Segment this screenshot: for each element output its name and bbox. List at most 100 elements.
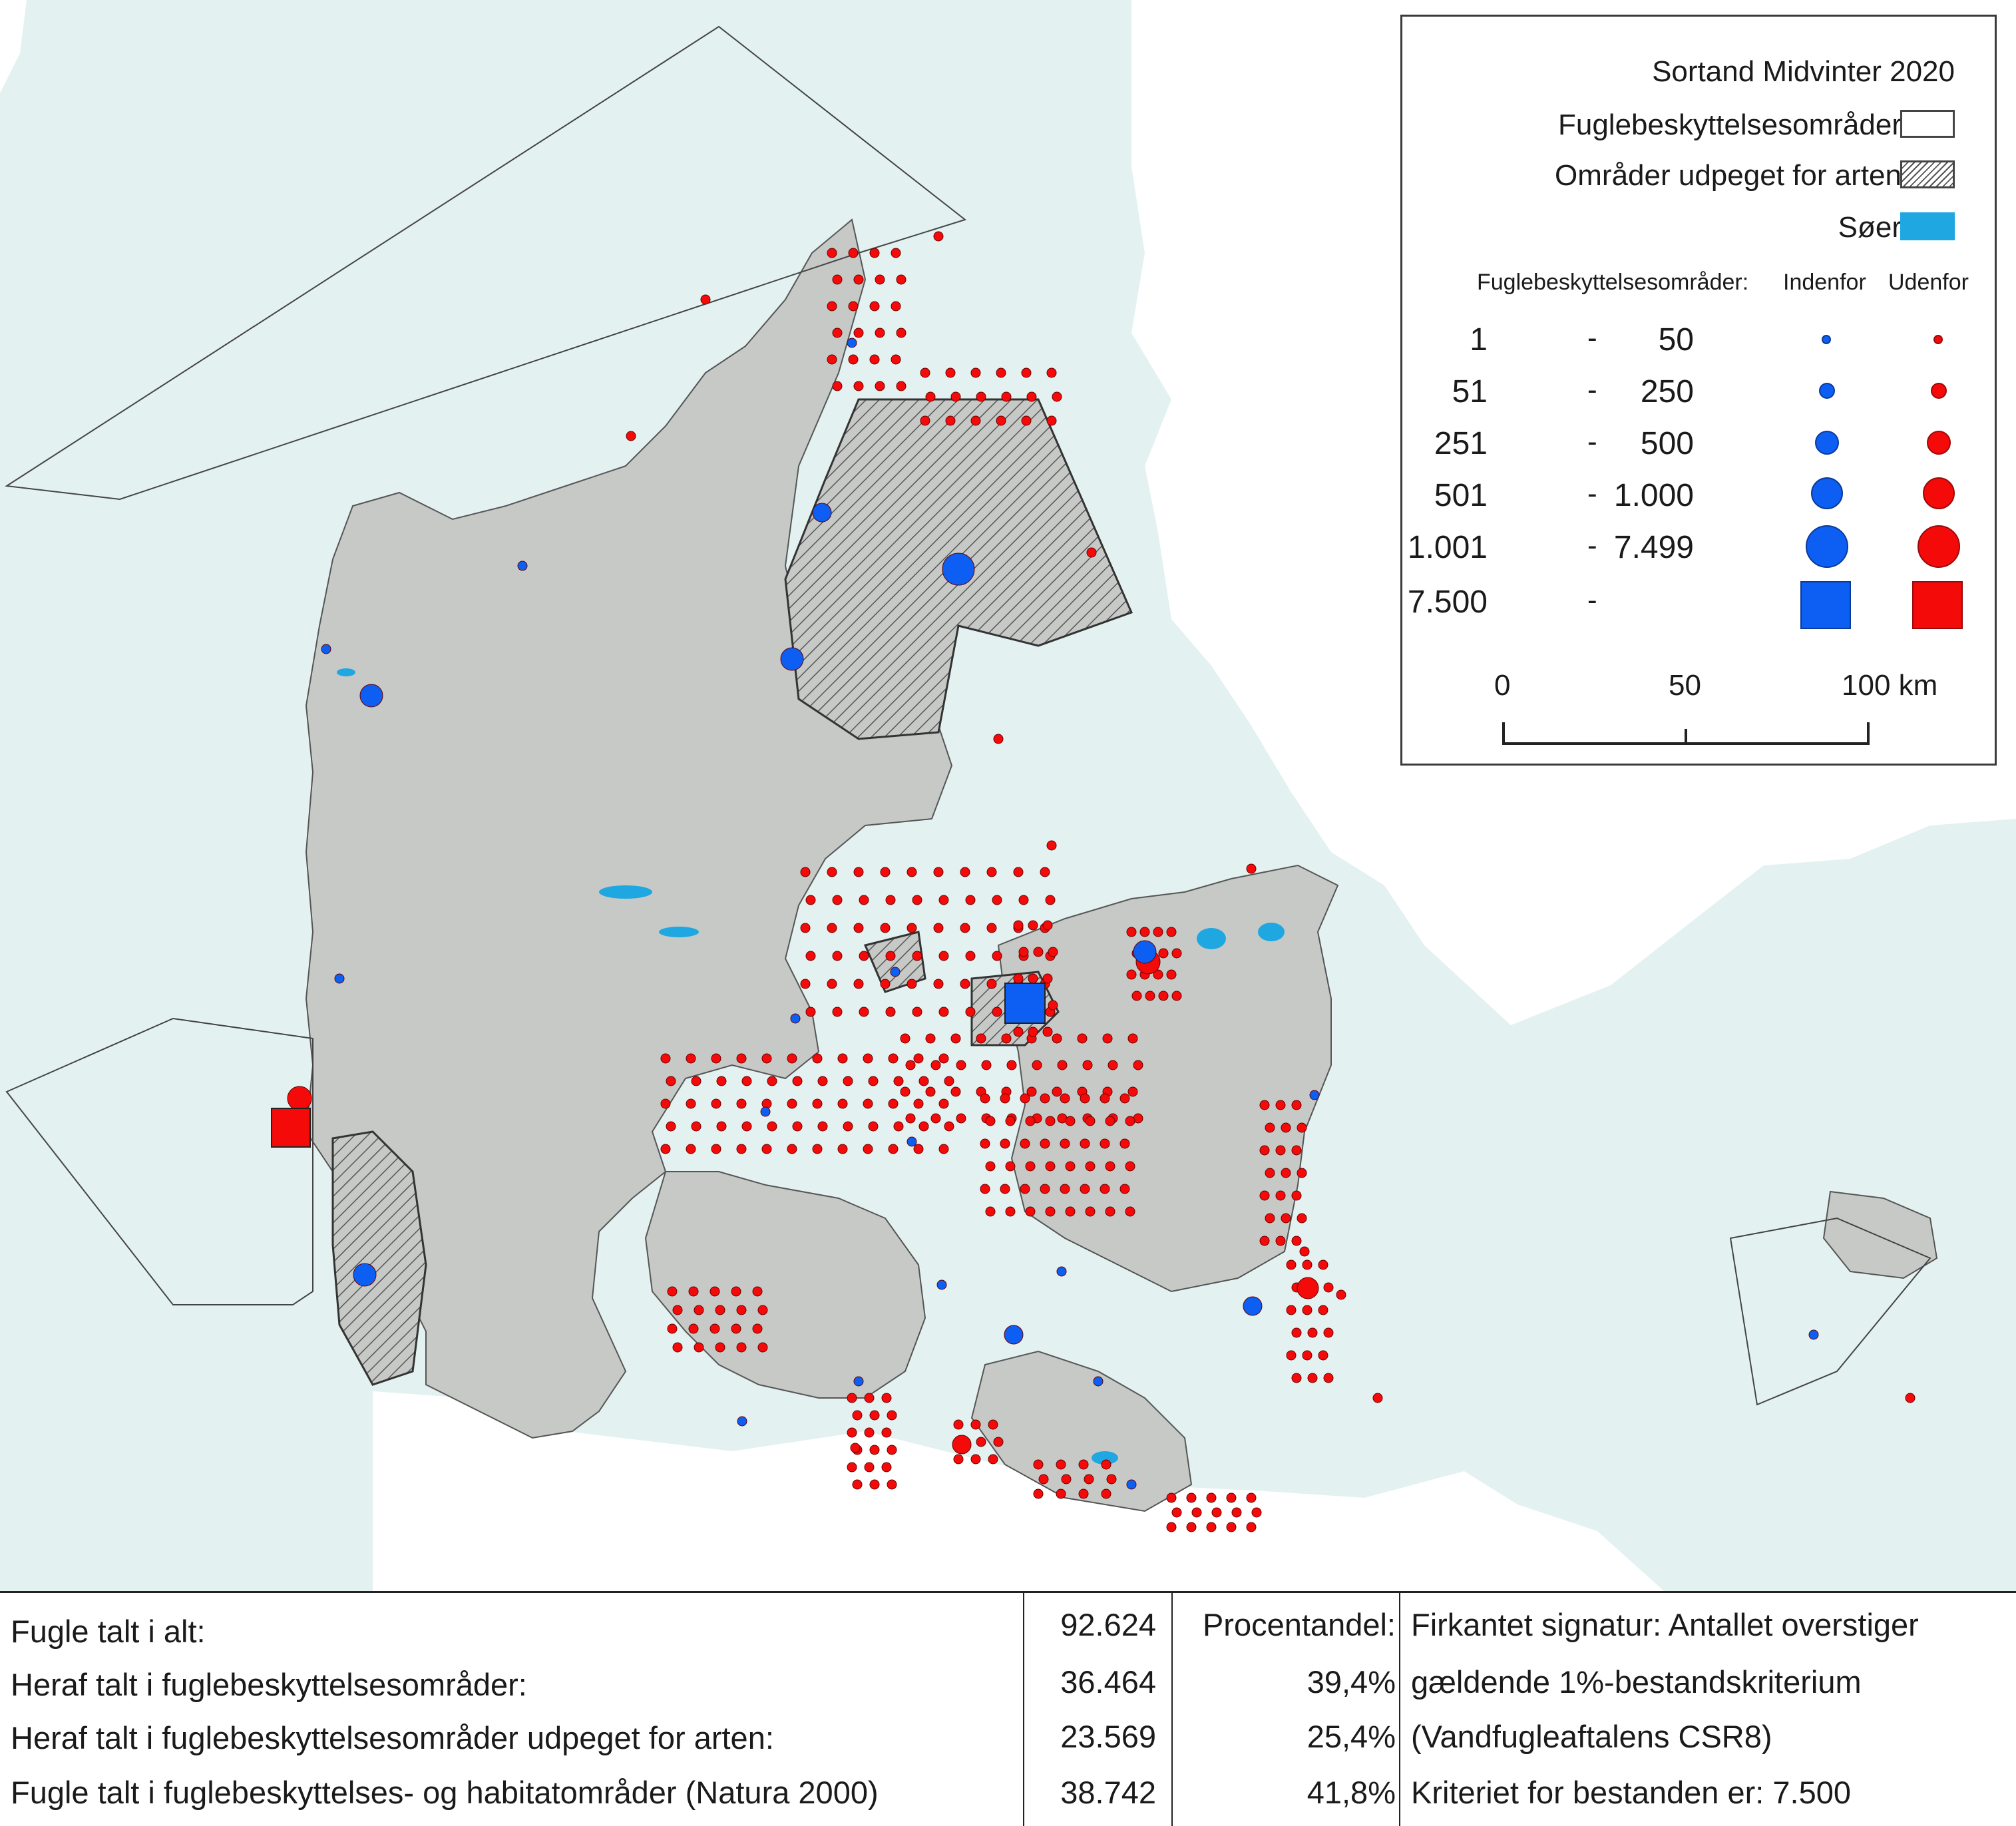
outside-size-1-symbol <box>1933 335 1943 344</box>
outside-observation-point <box>992 951 1002 961</box>
inside-observation-point <box>790 1013 801 1024</box>
outside-observation-point <box>843 1121 853 1132</box>
outside-observation-point <box>672 1305 683 1315</box>
inside-observation-point <box>334 973 345 984</box>
outside-observation-point <box>1171 991 1182 1001</box>
outside-observation-point <box>1042 1027 1053 1037</box>
outside-observation-point <box>1080 1093 1090 1104</box>
outside-observation-point <box>1100 1184 1110 1194</box>
outside-observation-point <box>805 895 816 905</box>
outside-observation-point <box>812 1053 823 1064</box>
outside-observation-point <box>864 1393 875 1403</box>
outside-observation-point <box>667 1286 678 1297</box>
inside-observation-point <box>890 967 901 977</box>
outside-observation-point <box>1265 1168 1275 1178</box>
class-5-from: 1.001 <box>1407 530 1488 565</box>
outside-observation-point <box>1153 927 1163 937</box>
outside-observation-point <box>1060 1093 1070 1104</box>
outside-observation-point <box>787 1144 797 1154</box>
outside-observation-point <box>1158 991 1169 1001</box>
outside-observation-point <box>888 1098 899 1109</box>
outside-observation-point <box>887 1410 897 1421</box>
outside-observation-point <box>1291 1100 1302 1110</box>
lake <box>1258 923 1285 941</box>
scale-bar <box>1502 722 1870 745</box>
outside-observation-point <box>905 1060 916 1070</box>
outside-observation-point <box>1166 969 1177 980</box>
outside-observation-point <box>918 1076 929 1086</box>
outside-observation-point <box>853 381 864 391</box>
outside-observation-point <box>1101 1459 1111 1470</box>
outside-observation-point <box>827 979 837 989</box>
outside-observation-point <box>980 1093 990 1104</box>
outside-observation-point <box>1259 1100 1270 1110</box>
outside-observation-point <box>1297 1277 1319 1299</box>
outside-observation-point <box>1186 1522 1197 1532</box>
outside-observation-point <box>868 1076 879 1086</box>
lake <box>1197 928 1226 949</box>
outside-observation-point <box>896 328 907 338</box>
outside-observation-point <box>965 1007 976 1017</box>
outside-observation-point <box>1021 367 1032 378</box>
outside-observation-point <box>956 1113 966 1124</box>
outside-observation-point <box>868 1121 879 1132</box>
outside-observation-point <box>993 734 1004 744</box>
note-line-4: Kriteriet for bestanden er: 7.500 <box>1411 1775 1852 1810</box>
outside-observation-point <box>757 1305 768 1315</box>
outside-observation-point <box>1001 1033 1012 1044</box>
outside-observation-point <box>1206 1522 1217 1532</box>
outside-observation-point <box>933 867 944 877</box>
outside-observation-point <box>1006 1060 1017 1070</box>
outside-observation-point <box>965 895 976 905</box>
outside-observation-point <box>1026 391 1037 402</box>
inside-size-3-symbol <box>1815 431 1839 455</box>
outside-observation-point <box>1078 1459 1089 1470</box>
outside-observation-point <box>1032 1060 1042 1070</box>
outside-observation-point <box>1065 1161 1076 1172</box>
outside-observation-point <box>960 979 970 989</box>
outside-observation-point <box>853 274 864 285</box>
outside-observation-point <box>711 1098 721 1109</box>
outside-observation-point <box>1086 547 1097 558</box>
outside-observation-point <box>887 1479 897 1490</box>
outside-observation-point <box>885 951 896 961</box>
outside-observation-point <box>1040 867 1050 877</box>
outside-observation-point <box>691 1121 702 1132</box>
outside-observation-point <box>1119 1184 1130 1194</box>
outside-observation-point <box>757 1342 768 1353</box>
outside-observation-point <box>1131 991 1142 1001</box>
outside-observation-point <box>970 1419 981 1430</box>
outside-observation-point <box>1291 1373 1302 1383</box>
outside-observation-point <box>660 1098 671 1109</box>
outside-observation-point <box>891 301 901 312</box>
outside-observation-point <box>1052 1033 1062 1044</box>
outside-observation-point <box>992 895 1002 905</box>
map[interactable]: Sortand Midvinter 2020 Fuglebeskyttelses… <box>0 0 2016 1591</box>
outside-observation-point <box>1291 1327 1302 1338</box>
outside-observation-point <box>1018 895 1029 905</box>
outside-observation-point <box>1231 1507 1242 1518</box>
inside-observation-point <box>780 647 804 671</box>
outside-observation-point <box>1005 1116 1016 1126</box>
outside-observation-point <box>1106 1474 1117 1484</box>
outside-observation-point <box>1033 1459 1044 1470</box>
outside-observation-point <box>913 1053 924 1064</box>
outside-size-5-symbol <box>1917 525 1960 568</box>
outside-observation-point <box>666 1076 676 1086</box>
outside-observation-point <box>891 248 901 258</box>
outside-observation-point <box>761 1144 772 1154</box>
outside-observation-point <box>1040 1138 1050 1149</box>
outside-observation-point <box>1126 969 1137 980</box>
outside-observation-point <box>853 328 864 338</box>
outside-observation-point <box>1013 1027 1024 1037</box>
inside-observation-point <box>517 561 528 571</box>
inside-observation-point <box>353 1263 377 1287</box>
outside-observation-point <box>1102 1033 1113 1044</box>
class-2-to: 250 <box>1640 374 1694 409</box>
outside-observation-point <box>907 979 917 989</box>
outside-observation-point <box>1084 1474 1094 1484</box>
outside-observation-point <box>1145 991 1155 1001</box>
class-4-dash: - <box>1587 477 1597 510</box>
inside-observation-point <box>812 503 832 523</box>
class-3-dash: - <box>1587 425 1597 458</box>
